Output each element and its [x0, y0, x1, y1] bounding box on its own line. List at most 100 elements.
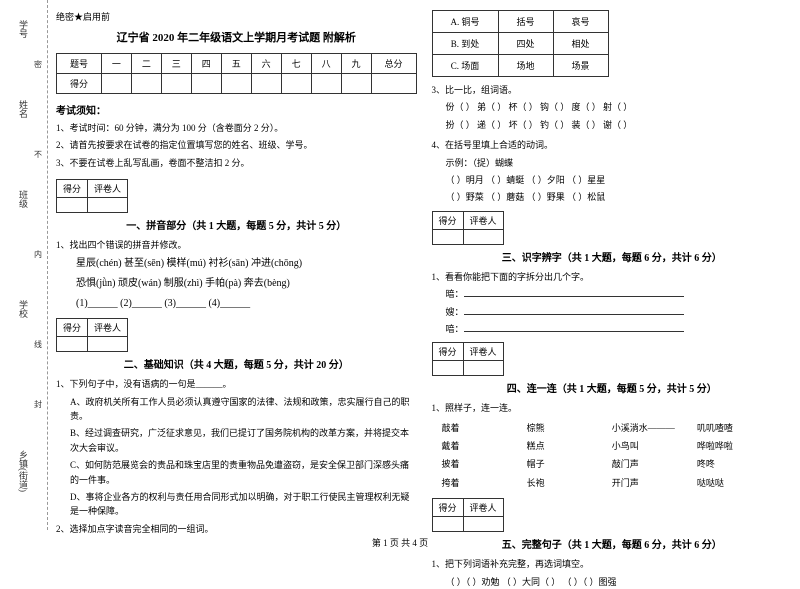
col-9: 九: [341, 54, 371, 74]
row-defen: 得分: [57, 74, 102, 94]
sb1-b2[interactable]: [88, 197, 128, 212]
match-r4[interactable]: 挎着长袍开门声哒哒哒: [432, 474, 793, 492]
q3-head: 3、比一比，组词语。: [432, 83, 793, 97]
cell-4[interactable]: [191, 74, 221, 94]
s2-optD: D、事将企业各方的权利与责任用合同形式加以明确，对于职工行使民主管理权利无疑是一…: [56, 490, 417, 519]
abc-b1: B. 到处: [432, 33, 498, 55]
margin-xuehao: 学号: [17, 20, 30, 38]
sb2-c2: 评卷人: [88, 319, 128, 337]
sb3-b1[interactable]: [432, 229, 463, 244]
sb4-c1: 得分: [432, 343, 463, 361]
col-2: 二: [131, 54, 161, 74]
abc-c1: C. 场面: [432, 55, 498, 77]
abc-b3: 相处: [553, 33, 608, 55]
sb4-b2[interactable]: [463, 361, 503, 376]
s5-line1[interactable]: （ ）（ ）劝勉 （ ）大同（ ） （ ）（ ）图强: [432, 575, 793, 589]
notice-3: 3、不要在试卷上乱写乱画，卷面不整洁扣 2 分。: [56, 156, 417, 171]
abc-a2: 括号: [498, 11, 553, 33]
abc-c2: 场地: [498, 55, 553, 77]
secret-note: 绝密★启用前: [56, 10, 417, 23]
q3-line1[interactable]: 份（ ） 弟（ ） 杯（ ） 钩（ ） 度（ ） 射（ ）: [432, 100, 793, 114]
margin-xiangzhen: 乡镇(街道): [17, 450, 30, 492]
notice-2: 2、请首先按要求在试卷的指定位置填写您的姓名、班级、学号。: [56, 138, 417, 153]
right-column: A. 铜号括号哀号 B. 到处四处相处 C. 场面场地场景 3、比一比，组词语。…: [432, 10, 793, 520]
col-7: 七: [281, 54, 311, 74]
s3-l3[interactable]: 喑：: [432, 322, 793, 336]
margin-banji: 班级: [17, 190, 30, 208]
s4-q1-text: 1、照样子，连一连。: [432, 401, 793, 415]
s3-title: 三、识字辨字（共 1 大题，每题 6 分，共计 6 分）: [432, 249, 793, 264]
notice-block: 1、考试时间：60 分钟，满分为 100 分（含卷面分 2 分）。 2、请首先按…: [56, 121, 417, 171]
seal-feng: 封: [33, 400, 44, 408]
sb5-b2[interactable]: [463, 517, 503, 532]
sb1-c1: 得分: [57, 179, 88, 197]
exam-title: 辽宁省 2020 年二年级语文上学期月考试题 附解析: [56, 29, 417, 45]
sb2-b1[interactable]: [57, 337, 88, 352]
cell-3[interactable]: [161, 74, 191, 94]
cell-1[interactable]: [101, 74, 131, 94]
s1-title: 一、拼音部分（共 1 大题，每题 5 分，共计 5 分）: [56, 217, 417, 232]
sb3-c2: 评卷人: [463, 211, 503, 229]
q4-line1[interactable]: （ ）明月 （ ）蜻蜓 （ ）夕阳 （ ）星星: [432, 173, 793, 187]
match-r1[interactable]: 敲着棕熊小溪淌水———叽叽喳喳: [432, 419, 793, 437]
scorebox-2: 得分评卷人: [56, 318, 128, 352]
s1-q1-text: 1、找出四个错误的拼音并修改。: [56, 238, 417, 252]
cell-9[interactable]: [341, 74, 371, 94]
s1-q1: 1、找出四个错误的拼音并修改。 星辰(chén) 甚至(sēn) 模样(mú) …: [56, 238, 417, 312]
cell-8[interactable]: [311, 74, 341, 94]
col-1: 一: [101, 54, 131, 74]
match-r2[interactable]: 戴着糕点小鸟叫哗啦哗啦: [432, 437, 793, 455]
s3-l1[interactable]: 暗：: [432, 287, 793, 301]
left-column: 绝密★启用前 辽宁省 2020 年二年级语文上学期月考试题 附解析 题号 一 二…: [56, 10, 417, 520]
sb4-c2: 评卷人: [463, 343, 503, 361]
abc-a1: A. 铜号: [432, 11, 498, 33]
cell-5[interactable]: [221, 74, 251, 94]
abc-b2: 四处: [498, 33, 553, 55]
seal-xian: 线: [33, 340, 44, 348]
cell-2[interactable]: [131, 74, 161, 94]
col-total: 总分: [371, 54, 416, 74]
col-tihao: 题号: [57, 54, 102, 74]
sb5-b1[interactable]: [432, 517, 463, 532]
sb3-c1: 得分: [432, 211, 463, 229]
scorebox-1: 得分评卷人: [56, 179, 128, 213]
sb3-b2[interactable]: [463, 229, 503, 244]
s2-optA: A、政府机关所有工作人员必须认真遵守国家的法律、法规和政策，忠实履行自己的职责。: [56, 395, 417, 424]
s2-q1: 1、下列句子中，没有语病的一句是______。 A、政府机关所有工作人员必须认真…: [56, 377, 417, 536]
s3-l2[interactable]: 嫂：: [432, 305, 793, 319]
seal-nei: 内: [33, 250, 44, 258]
q4-ex: 示例：（捉）蝴蝶: [432, 156, 793, 170]
sb5-c1: 得分: [432, 499, 463, 517]
scorebox-5: 得分评卷人: [432, 498, 504, 532]
sb2-b2[interactable]: [88, 337, 128, 352]
match-r3[interactable]: 披着帽子敲门声咚咚: [432, 455, 793, 473]
q4-line2[interactable]: （ ）野菜 （ ）蘑菇 （ ）野果 （ ）松鼠: [432, 190, 793, 204]
s4-q1: 1、照样子，连一连。 敲着棕熊小溪淌水———叽叽喳喳 戴着糕点小鸟叫哗啦哗啦 披…: [432, 401, 793, 492]
margin-xingming: 姓名: [17, 100, 30, 118]
margin-xuexiao: 学校: [17, 300, 30, 318]
abc-a3: 哀号: [553, 11, 608, 33]
s3-q1: 1、看看你能把下面的字拆分出几个字。 暗： 嫂： 喑：: [432, 270, 793, 337]
sb2-c1: 得分: [57, 319, 88, 337]
s2-optB: B、经过调查研究，广泛征求意见，我们已提订了国务院机构的改革方案，并将提交本次大…: [56, 426, 417, 455]
sb1-c2: 评卷人: [88, 179, 128, 197]
col-5: 五: [221, 54, 251, 74]
col-6: 六: [251, 54, 281, 74]
s2-q2-text: 2、选择加点字读音完全相同的一组词。: [56, 522, 417, 536]
q3-line2[interactable]: 扮（ ） 递（ ） 坏（ ） 钓（ ） 装（ ） 谢（ ）: [432, 118, 793, 132]
sb1-b1[interactable]: [57, 197, 88, 212]
notice-head: 考试须知：: [56, 102, 417, 117]
s1-blanks[interactable]: (1)______ (2)______ (3)______ (4)______: [56, 296, 417, 312]
cell-6[interactable]: [251, 74, 281, 94]
q4-head: 4、在括号里填上合适的动词。: [432, 138, 793, 152]
abc-table: A. 铜号括号哀号 B. 到处四处相处 C. 场面场地场景: [432, 10, 609, 77]
scorebox-4: 得分评卷人: [432, 342, 504, 376]
s3-q1-text: 1、看看你能把下面的字拆分出几个字。: [432, 270, 793, 284]
abc-c3: 场景: [553, 55, 608, 77]
s1-line2: 恐惧(jǜn) 顽皮(wán) 制服(zhì) 手帕(pà) 奔去(bèng): [56, 276, 417, 292]
cell-7[interactable]: [281, 74, 311, 94]
cell-total[interactable]: [371, 74, 416, 94]
sb4-b1[interactable]: [432, 361, 463, 376]
q4-block: 4、在括号里填上合适的动词。 示例：（捉）蝴蝶 （ ）明月 （ ）蜻蜓 （ ）夕…: [432, 138, 793, 205]
s2-q1-text: 1、下列句子中，没有语病的一句是______。: [56, 377, 417, 391]
